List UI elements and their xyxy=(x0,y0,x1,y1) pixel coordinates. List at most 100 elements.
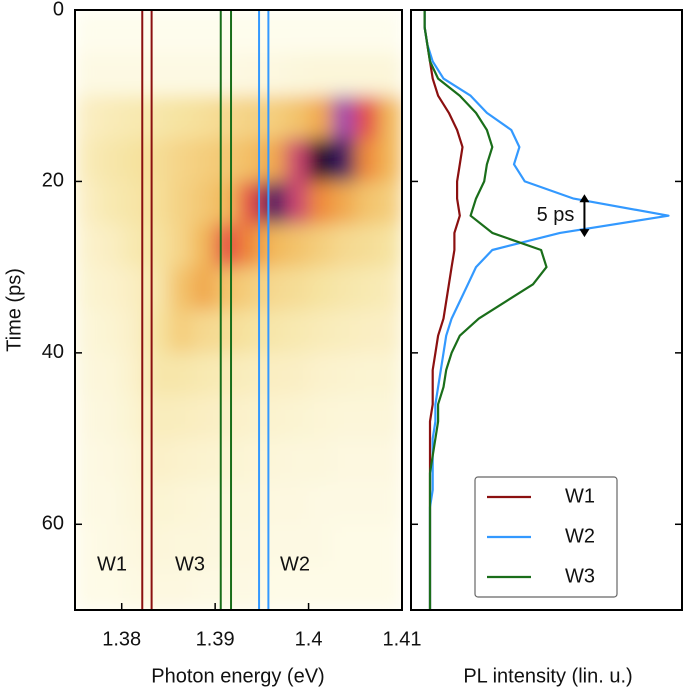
heat-cell xyxy=(378,352,402,397)
legend-label: W1 xyxy=(565,485,595,507)
heat-cell xyxy=(355,310,380,354)
heat-cell xyxy=(261,52,286,97)
heat-cell xyxy=(145,352,169,397)
heat-cell xyxy=(75,310,99,354)
y-tick-label: 0 xyxy=(53,0,64,20)
heat-cell xyxy=(168,181,193,225)
heat-cell xyxy=(191,52,216,97)
x-tick-label: 1.41 xyxy=(383,628,422,650)
heat-cell xyxy=(285,95,310,140)
heat-cell xyxy=(191,310,216,354)
heat-cell xyxy=(215,567,239,610)
heat-cell xyxy=(75,352,99,397)
heat-cell xyxy=(238,10,263,54)
heat-cell xyxy=(285,310,310,354)
heat-cell xyxy=(308,224,333,268)
heat-cell xyxy=(378,567,402,610)
heat-cell xyxy=(308,267,333,311)
heat-cell xyxy=(145,138,169,182)
heat-cell xyxy=(285,224,310,268)
arrow-head xyxy=(579,194,590,203)
heat-cell xyxy=(261,395,286,440)
heat-cell xyxy=(238,310,263,354)
heat-cell xyxy=(75,10,99,54)
heat-cell xyxy=(308,524,333,568)
heat-cell xyxy=(238,395,263,440)
heat-cell xyxy=(145,395,169,440)
heat-cell xyxy=(145,567,169,610)
heat-cell xyxy=(168,267,193,311)
heat-cell xyxy=(121,395,146,440)
legend-label: W3 xyxy=(565,565,595,587)
heat-cell xyxy=(261,267,286,311)
heat-cell xyxy=(355,224,380,268)
heat-cell xyxy=(145,310,169,354)
heat-cell xyxy=(75,567,99,610)
heat-cell xyxy=(215,224,239,268)
heat-cell xyxy=(121,181,146,225)
heat-cell xyxy=(378,524,402,568)
heat-cell xyxy=(308,95,333,140)
heat-cell xyxy=(75,52,99,97)
heat-cell xyxy=(331,10,356,54)
window-label: W2 xyxy=(280,553,310,575)
overlay: W1 W3 W2 1.38 1.39 1.4 1.41 0 20 40 60 5 ps W1 W2 W3 xyxy=(42,0,682,650)
heat-cell xyxy=(191,567,216,610)
heat-cell xyxy=(285,352,310,397)
heat-cell xyxy=(261,481,286,525)
legend-label: W2 xyxy=(565,525,595,547)
y-tick-label: 40 xyxy=(42,341,64,363)
heat-cell xyxy=(168,395,193,440)
heat-cell xyxy=(145,267,169,311)
heat-cell xyxy=(145,10,169,54)
heat-cell xyxy=(355,524,380,568)
heat-cell xyxy=(98,181,123,225)
heat-cell xyxy=(331,352,356,397)
heat-cell xyxy=(308,181,333,225)
heat-cell xyxy=(215,481,239,525)
heat-cell xyxy=(238,567,263,610)
heat-cell xyxy=(121,567,146,610)
heat-cell xyxy=(331,181,356,225)
heat-cell xyxy=(98,10,123,54)
heat-cell xyxy=(331,95,356,140)
heat-cell xyxy=(331,395,356,440)
heat-cell xyxy=(75,95,99,140)
heat-cell xyxy=(355,567,380,610)
heat-cell xyxy=(308,481,333,525)
heat-cell xyxy=(121,95,146,140)
heat-cell xyxy=(121,10,146,54)
heat-cell xyxy=(215,310,239,354)
left-frame xyxy=(74,9,403,611)
heat-cell xyxy=(355,138,380,182)
heat-cell xyxy=(121,52,146,97)
heat-cell xyxy=(168,481,193,525)
heat-cell xyxy=(191,10,216,54)
heat-cell xyxy=(378,138,402,182)
heat-cell xyxy=(75,181,99,225)
heat-cell xyxy=(261,352,286,397)
heat-cell xyxy=(98,52,123,97)
heatmap-area xyxy=(75,10,402,610)
heat-cell xyxy=(98,267,123,311)
heat-cell xyxy=(331,310,356,354)
heat-cell xyxy=(331,52,356,97)
heat-cell xyxy=(331,481,356,525)
heat-cell xyxy=(355,181,380,225)
x-tick-label: 1.4 xyxy=(295,628,323,650)
x-tick-label: 1.38 xyxy=(102,628,141,650)
heat-cell xyxy=(121,438,146,482)
heat-cell xyxy=(121,352,146,397)
heat-cell xyxy=(191,267,216,311)
heat-cell xyxy=(121,310,146,354)
x-axis-label: PL intensity (lin. u.) xyxy=(463,665,632,687)
heat-cell xyxy=(331,524,356,568)
heat-cell xyxy=(308,567,333,610)
heat-cell xyxy=(215,267,239,311)
window-label: W1 xyxy=(97,553,127,575)
window-label: W3 xyxy=(175,553,205,575)
heat-cell xyxy=(145,438,169,482)
heat-cell xyxy=(215,10,239,54)
